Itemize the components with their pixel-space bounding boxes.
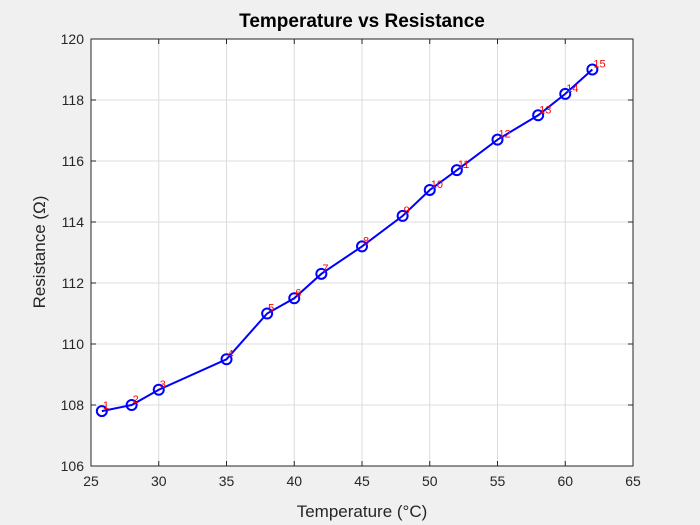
y-tick-label: 112 xyxy=(62,275,85,291)
y-tick-label: 110 xyxy=(62,336,85,352)
data-point-label: 2 xyxy=(133,394,139,406)
data-point xyxy=(261,307,274,320)
y-axis-label: Resistance (Ω) xyxy=(30,196,49,309)
data-point xyxy=(220,353,233,366)
x-tick-label: 30 xyxy=(151,473,167,489)
x-tick-label: 25 xyxy=(83,473,99,489)
data-point xyxy=(450,164,463,177)
y-tick-label: 114 xyxy=(62,214,85,230)
data-point-label: 15 xyxy=(593,59,605,71)
data-point-label: 8 xyxy=(363,235,369,247)
data-point xyxy=(125,399,138,411)
x-tick-label: 50 xyxy=(422,473,438,489)
data-point xyxy=(396,209,409,222)
data-point xyxy=(356,240,368,253)
data-point-label: 7 xyxy=(322,263,328,275)
data-point xyxy=(586,63,599,76)
axes-box xyxy=(90,38,634,467)
x-tick-label: 55 xyxy=(490,473,506,489)
data-point-label: 6 xyxy=(295,287,301,299)
data-point xyxy=(315,267,328,280)
x-tick-label: 35 xyxy=(219,473,235,489)
data-point xyxy=(423,183,436,196)
data-point xyxy=(288,292,301,305)
x-axis-label: Temperature (°C) xyxy=(297,502,428,521)
data-point xyxy=(491,133,504,146)
y-tick-label: 118 xyxy=(62,92,85,108)
axes: 25 30 35 40 45 50 55 60 651061081101121141161181… xyxy=(61,31,641,489)
x-tick-label: 40 xyxy=(286,473,302,489)
data-point xyxy=(95,405,108,418)
data-point-label: 13 xyxy=(539,104,551,116)
x-tick-label: 60 xyxy=(557,473,573,489)
data-point-label: 10 xyxy=(431,179,443,191)
data-point xyxy=(152,383,165,396)
y-tick-label: 116 xyxy=(62,153,85,169)
y-tick-label: 106 xyxy=(61,458,85,474)
x-tick-label: 65 xyxy=(625,473,641,489)
x-tick-label: 45 xyxy=(354,473,370,489)
data-point-label: 12 xyxy=(499,129,511,141)
data-point-label: 11 xyxy=(458,159,469,171)
series-line xyxy=(101,68,594,413)
y-tick-label: 120 xyxy=(61,31,85,47)
data-point-label: 1 xyxy=(103,400,109,412)
chart-title: Temperature vs Resistance xyxy=(239,11,485,32)
data-point-label: 3 xyxy=(160,379,166,391)
data-point xyxy=(559,87,572,100)
data-point-label: 14 xyxy=(566,83,578,95)
y-tick-label: 108 xyxy=(61,397,85,413)
data-point-label: 5 xyxy=(268,303,274,315)
data-point xyxy=(532,109,545,122)
data-point-label: 4 xyxy=(228,348,234,360)
data-point-label: 9 xyxy=(404,205,410,217)
